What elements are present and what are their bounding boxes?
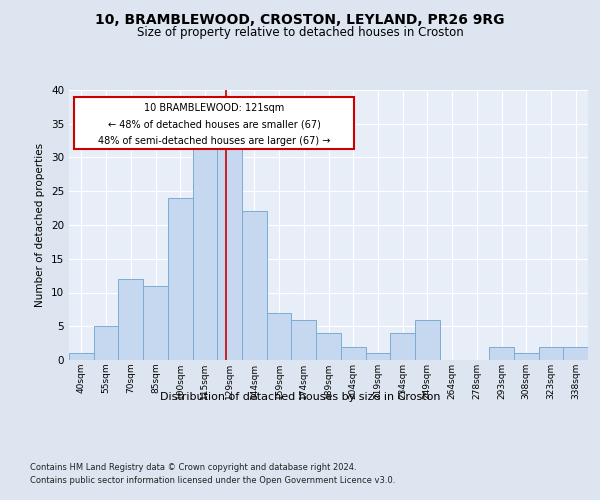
FancyBboxPatch shape xyxy=(74,96,355,150)
Bar xyxy=(168,198,193,360)
Bar xyxy=(489,346,514,360)
Bar xyxy=(415,320,440,360)
Text: Distribution of detached houses by size in Croston: Distribution of detached houses by size … xyxy=(160,392,440,402)
Text: Contains public sector information licensed under the Open Government Licence v3: Contains public sector information licen… xyxy=(30,476,395,485)
Bar xyxy=(365,353,390,360)
Bar xyxy=(143,286,168,360)
Bar xyxy=(118,279,143,360)
Text: Size of property relative to detached houses in Croston: Size of property relative to detached ho… xyxy=(137,26,463,39)
Bar xyxy=(563,346,588,360)
Text: Contains HM Land Registry data © Crown copyright and database right 2024.: Contains HM Land Registry data © Crown c… xyxy=(30,462,356,471)
Bar xyxy=(514,353,539,360)
Text: 10 BRAMBLEWOOD: 121sqm: 10 BRAMBLEWOOD: 121sqm xyxy=(144,104,284,114)
Bar xyxy=(94,326,118,360)
Bar xyxy=(316,333,341,360)
Bar xyxy=(242,212,267,360)
Bar xyxy=(217,144,242,360)
Bar xyxy=(193,144,217,360)
Text: 48% of semi-detached houses are larger (67) →: 48% of semi-detached houses are larger (… xyxy=(98,136,331,146)
Y-axis label: Number of detached properties: Number of detached properties xyxy=(35,143,46,307)
Bar xyxy=(539,346,563,360)
Bar xyxy=(292,320,316,360)
Bar xyxy=(390,333,415,360)
Bar xyxy=(69,353,94,360)
Bar xyxy=(341,346,365,360)
Text: 10, BRAMBLEWOOD, CROSTON, LEYLAND, PR26 9RG: 10, BRAMBLEWOOD, CROSTON, LEYLAND, PR26 … xyxy=(95,12,505,26)
Bar xyxy=(267,313,292,360)
Text: ← 48% of detached houses are smaller (67): ← 48% of detached houses are smaller (67… xyxy=(108,120,321,130)
